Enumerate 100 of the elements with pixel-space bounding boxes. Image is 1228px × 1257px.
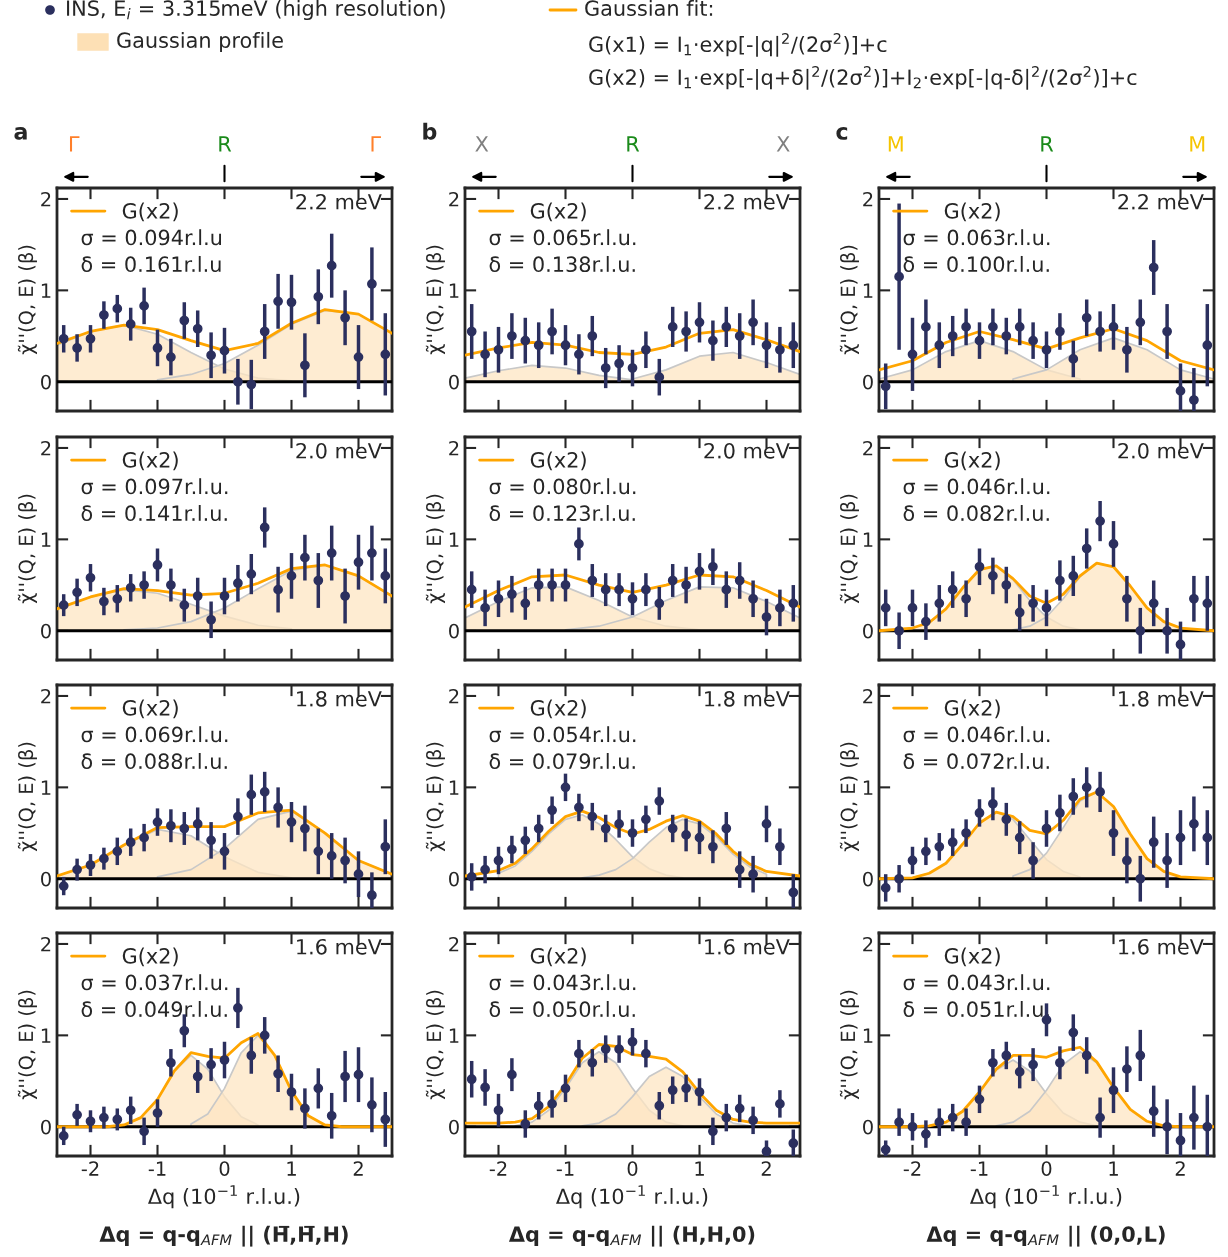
- point: [166, 820, 176, 831]
- point: [1081, 312, 1092, 323]
- point: [507, 589, 517, 600]
- point: [1014, 832, 1025, 843]
- point: [587, 575, 598, 586]
- point: [99, 596, 109, 607]
- point: [1081, 782, 1092, 793]
- point: [641, 344, 651, 355]
- point: [286, 1087, 297, 1097]
- point: [246, 789, 257, 800]
- point: [259, 787, 270, 797]
- point: [775, 344, 785, 355]
- point: [574, 539, 584, 549]
- point: [1055, 808, 1065, 818]
- x-tick-label: -2: [81, 1161, 99, 1176]
- point: [947, 584, 958, 595]
- y-tick-label: 0: [41, 1119, 51, 1135]
- point: [667, 1085, 678, 1096]
- legend-label: G(x2): [530, 202, 586, 222]
- y-tick-label: 0: [449, 1119, 459, 1135]
- point: [614, 584, 624, 595]
- point: [961, 1117, 971, 1128]
- point: [112, 846, 123, 857]
- y-tick-label: 2: [449, 191, 459, 207]
- point: [139, 580, 149, 590]
- point: [988, 798, 998, 809]
- legend-label: G(x2): [944, 947, 1000, 967]
- point: [1175, 386, 1186, 396]
- annotation: 2.2 meV: [704, 193, 790, 210]
- text: Δq = q-q$_{AFM}$ || (0,0,L): [926, 1225, 1165, 1247]
- annotation: σ = 0.097r.l.u.: [81, 478, 228, 495]
- point: [152, 1108, 163, 1118]
- text: Γ: [371, 136, 381, 152]
- point: [734, 864, 745, 875]
- point: [1041, 823, 1052, 834]
- point: [761, 1146, 772, 1156]
- point: [1028, 1059, 1038, 1070]
- point: [627, 363, 638, 373]
- point: [880, 381, 891, 392]
- text: R: [1041, 136, 1054, 152]
- point: [206, 1059, 216, 1070]
- point: [353, 557, 364, 568]
- point: [748, 317, 758, 328]
- y-tick-label: 1: [863, 780, 873, 795]
- point: [761, 612, 772, 622]
- y-tick-label: 2: [863, 191, 873, 207]
- y-tick-label: 2: [863, 936, 873, 952]
- point: [788, 340, 799, 351]
- text: Δq = q-q$_{AFM}$ || (H,H,0): [508, 1225, 755, 1247]
- point: [788, 1138, 799, 1149]
- text: X: [475, 136, 489, 152]
- point: [85, 860, 96, 870]
- point: [85, 333, 96, 344]
- annotation: δ = 0.079r.l.u.: [489, 752, 635, 770]
- annotation: 1.6 meV: [705, 938, 790, 955]
- point: [72, 1110, 82, 1120]
- y-tick-label: 1: [41, 283, 51, 298]
- point: [326, 851, 337, 861]
- x-tick-label: -1: [970, 1161, 988, 1176]
- point: [654, 598, 665, 609]
- annotation: δ = 0.050r.l.u.: [489, 1000, 635, 1018]
- point: [1175, 832, 1186, 843]
- y-tick-label: 2: [863, 688, 873, 704]
- point: [1122, 593, 1132, 604]
- point: [1162, 1121, 1172, 1132]
- point: [694, 566, 705, 577]
- point: [1189, 593, 1199, 604]
- y-tick-label: 1: [863, 1028, 873, 1043]
- point: [246, 1050, 257, 1061]
- point: [1135, 873, 1146, 884]
- point: [734, 331, 745, 341]
- point: [587, 331, 598, 341]
- text: Gaussian fit:: [585, 0, 713, 17]
- point: [761, 819, 772, 829]
- point: [380, 1114, 391, 1125]
- point: [560, 1083, 571, 1094]
- point: [219, 1055, 230, 1065]
- point: [1162, 855, 1172, 866]
- point: [654, 1100, 665, 1111]
- x-tick-label: 1: [287, 1161, 296, 1176]
- point: [533, 340, 544, 351]
- point: [681, 580, 691, 590]
- point: [547, 1099, 557, 1109]
- annotation: δ = 0.123r.l.u.: [489, 504, 635, 522]
- y-tick-label: 1: [41, 1028, 51, 1043]
- point: [1028, 855, 1038, 866]
- point: [99, 310, 109, 320]
- y-tick-label: 1: [449, 1028, 459, 1043]
- text: R: [627, 136, 640, 152]
- point: [574, 1048, 584, 1059]
- y-tick-label: 2: [41, 191, 51, 207]
- x-tick-label: 1: [695, 1161, 704, 1176]
- point: [748, 869, 758, 880]
- point: [179, 315, 190, 326]
- point: [907, 603, 918, 613]
- text: INS, E$_{i}$ = 3.315meV (high resolution): [67, 0, 445, 21]
- point: [273, 584, 283, 595]
- y-axis-title: χ̃''(Q, E) (β): [425, 990, 445, 1100]
- point: [560, 340, 571, 351]
- point: [894, 1117, 904, 1128]
